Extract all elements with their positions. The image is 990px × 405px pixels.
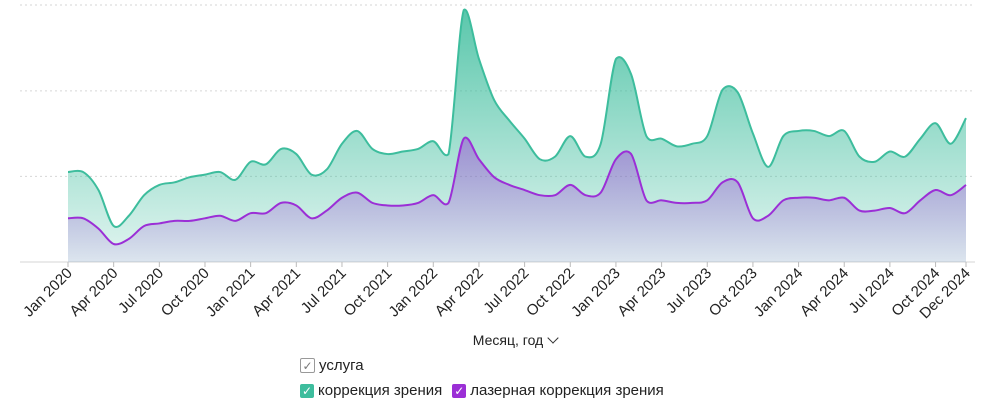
legend-item-korrektsiya[interactable]: ✓ коррекция зрения: [300, 382, 442, 399]
series-lazernaya-korrektsiya[interactable]: [67, 136, 967, 262]
series-korrektsiya-zreniya-line: [67, 8, 967, 228]
x-tick-label: Oct 2023: [706, 265, 761, 320]
x-tick-label: Jan 2022: [385, 265, 441, 321]
series-layer: [67, 8, 967, 263]
x-tick-label: Apr 2023: [614, 265, 669, 320]
x-tick-label: Apr 2020: [66, 265, 121, 320]
x-tick-label: Apr 2024: [797, 265, 852, 320]
legend-item-lazernaya[interactable]: ✓ лазерная коррекция зрения: [452, 382, 664, 399]
series-lazernaya-korrektsiya-area: [68, 137, 966, 262]
legend-group-label: услуга: [319, 357, 364, 374]
x-tick-label: Oct 2020: [158, 265, 213, 320]
x-axis-title[interactable]: Месяц, год: [0, 332, 990, 348]
x-tick-label: Oct 2022: [523, 265, 578, 320]
checkbox-icon[interactable]: ✓: [300, 358, 315, 373]
legend-group-header[interactable]: ✓ услуга: [300, 357, 364, 374]
x-tick-label: Jan 2024: [751, 265, 807, 321]
x-tick-label: Apr 2021: [249, 265, 304, 320]
series-lazernaya-korrektsiya-line: [67, 136, 967, 246]
x-tick-label: Oct 2021: [340, 265, 395, 320]
chevron-down-icon: [547, 332, 559, 344]
x-tick-label: Jan 2021: [203, 265, 259, 321]
checkbox-checked-icon[interactable]: ✓: [452, 383, 467, 398]
legend: ✓ коррекция зрения ✓ лазерная коррекция …: [300, 382, 674, 399]
legend-item-label: коррекция зрения: [318, 382, 443, 399]
x-tick-label: Jan 2023: [568, 265, 624, 321]
x-tick-label: Apr 2022: [432, 265, 487, 320]
checkbox-checked-icon[interactable]: ✓: [300, 383, 314, 398]
x-axis-title-text: Месяц, год: [472, 332, 544, 348]
legend-item-label: лазерная коррекция зрения: [470, 382, 664, 399]
x-tick-label: Jan 2020: [20, 265, 76, 321]
